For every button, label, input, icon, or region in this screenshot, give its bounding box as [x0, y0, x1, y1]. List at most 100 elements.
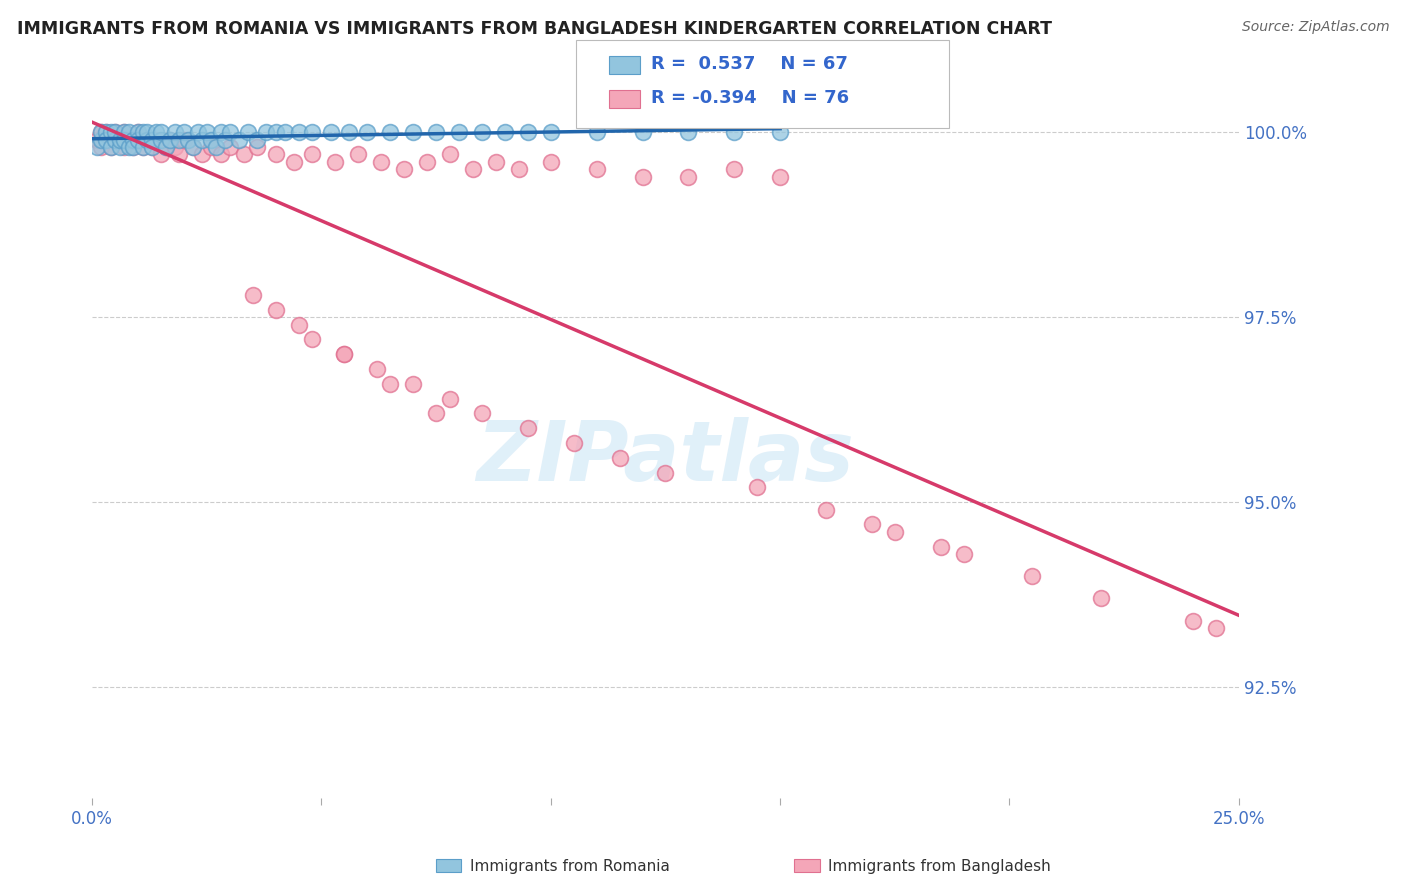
Point [228, 132, 250, 146]
Point [149, 147, 172, 161]
Point [90, 132, 112, 146]
Point [323, 154, 346, 169]
Point [392, 162, 415, 177]
Point [127, 125, 149, 139]
Point [145, 125, 167, 139]
Point [301, 125, 323, 139]
Point [112, 132, 135, 146]
Point [181, 140, 204, 154]
Point [104, 125, 127, 139]
Point [169, 147, 191, 161]
Point [112, 125, 135, 139]
Point [173, 132, 195, 146]
Point [301, 332, 323, 346]
Point [654, 466, 676, 480]
Point [769, 125, 792, 139]
Point [86, 132, 108, 146]
Point [631, 125, 654, 139]
Point [471, 406, 494, 420]
Point [461, 162, 484, 177]
Point [141, 132, 163, 146]
Point [94, 125, 117, 139]
Point [141, 140, 163, 154]
Point [149, 125, 172, 139]
Point [425, 406, 447, 420]
Point [678, 169, 700, 184]
Point [585, 162, 607, 177]
Point [471, 125, 494, 139]
Point [246, 140, 269, 154]
Point [585, 125, 607, 139]
Point [177, 132, 200, 146]
Point [402, 125, 425, 139]
Point [108, 140, 131, 154]
Point [883, 524, 905, 539]
Text: R =  0.537    N = 67: R = 0.537 N = 67 [651, 55, 848, 73]
Point [508, 162, 530, 177]
Point [100, 125, 122, 139]
Point [90, 125, 112, 139]
Point [187, 125, 209, 139]
Point [723, 125, 745, 139]
Point [181, 140, 204, 154]
Point [100, 140, 122, 154]
Text: ZIPatlas: ZIPatlas [477, 417, 855, 498]
Point [929, 540, 952, 554]
Point [131, 125, 153, 139]
Point [205, 140, 228, 154]
Point [118, 125, 141, 139]
Point [104, 132, 127, 146]
Point [108, 132, 131, 146]
Point [122, 132, 145, 146]
Point [425, 125, 447, 139]
Point [169, 132, 191, 146]
Point [163, 140, 186, 154]
Point [814, 502, 837, 516]
Point [516, 421, 538, 435]
Point [218, 140, 240, 154]
Point [256, 125, 278, 139]
Point [122, 140, 145, 154]
Point [540, 125, 562, 139]
Point [136, 132, 159, 146]
Point [264, 147, 287, 161]
Point [131, 140, 153, 154]
Point [141, 140, 163, 154]
Point [562, 436, 585, 450]
Point [118, 132, 141, 146]
Point [90, 140, 112, 154]
Point [1181, 614, 1204, 628]
Point [94, 132, 117, 146]
Point [370, 154, 392, 169]
Point [723, 162, 745, 177]
Point [516, 125, 538, 139]
Point [287, 125, 309, 139]
Point [264, 125, 287, 139]
Point [94, 132, 117, 146]
Point [90, 125, 112, 139]
Point [159, 132, 181, 146]
Point [242, 288, 264, 302]
Point [747, 480, 769, 494]
Point [100, 140, 122, 154]
Point [104, 132, 127, 146]
Point [494, 125, 516, 139]
Point [952, 547, 974, 561]
Point [232, 147, 254, 161]
Point [209, 125, 232, 139]
Point [136, 125, 159, 139]
Point [195, 125, 218, 139]
Point [485, 154, 508, 169]
Point [209, 147, 232, 161]
Point [131, 140, 153, 154]
Text: Immigrants from Romania: Immigrants from Romania [470, 859, 669, 873]
Point [1021, 569, 1043, 583]
Point [416, 154, 439, 169]
Point [609, 450, 631, 465]
Point [149, 132, 172, 146]
Point [246, 132, 269, 146]
Text: R = -0.394    N = 76: R = -0.394 N = 76 [651, 89, 849, 107]
Point [214, 132, 236, 146]
Point [283, 154, 305, 169]
Point [191, 147, 214, 161]
